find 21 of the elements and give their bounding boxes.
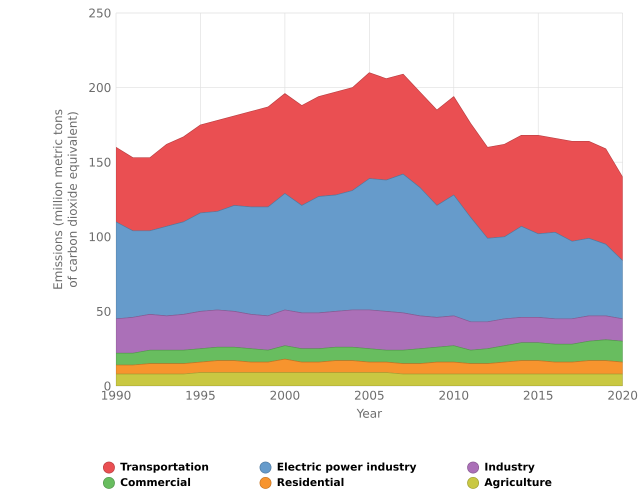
legend-label: Residential — [278, 478, 344, 486]
x-tick-label: 2020 — [608, 390, 638, 400]
legend-label: Industry — [485, 462, 535, 473]
legend-label: Electric power industry — [278, 462, 416, 473]
x-tick-label: 2015 — [524, 390, 552, 400]
x-tick-label: 2000 — [270, 390, 300, 400]
y-axis-title: Emissions (million metric tons of carbon dioxide equivalent) — [52, 110, 80, 289]
x-tick-label: 1995 — [186, 390, 215, 400]
y-tick-label: 150 — [90, 158, 110, 167]
legend-label: Transportation — [120, 462, 208, 473]
y-tick-label: 100 — [90, 232, 110, 242]
x-tick-label: 2010 — [439, 390, 468, 400]
y-tick-label: 0 — [104, 381, 110, 391]
legend-label: Commercial — [120, 478, 190, 486]
legend-label: Agriculture — [484, 478, 552, 488]
y-tick-label: 50 — [96, 306, 110, 316]
x-axis-title: Year — [356, 408, 382, 418]
x-tick-label: 2005 — [354, 390, 384, 400]
y-tick-label: 250 — [89, 8, 110, 18]
x-tick-label: 1990 — [102, 390, 130, 400]
y-tick-label: 200 — [89, 83, 110, 92]
